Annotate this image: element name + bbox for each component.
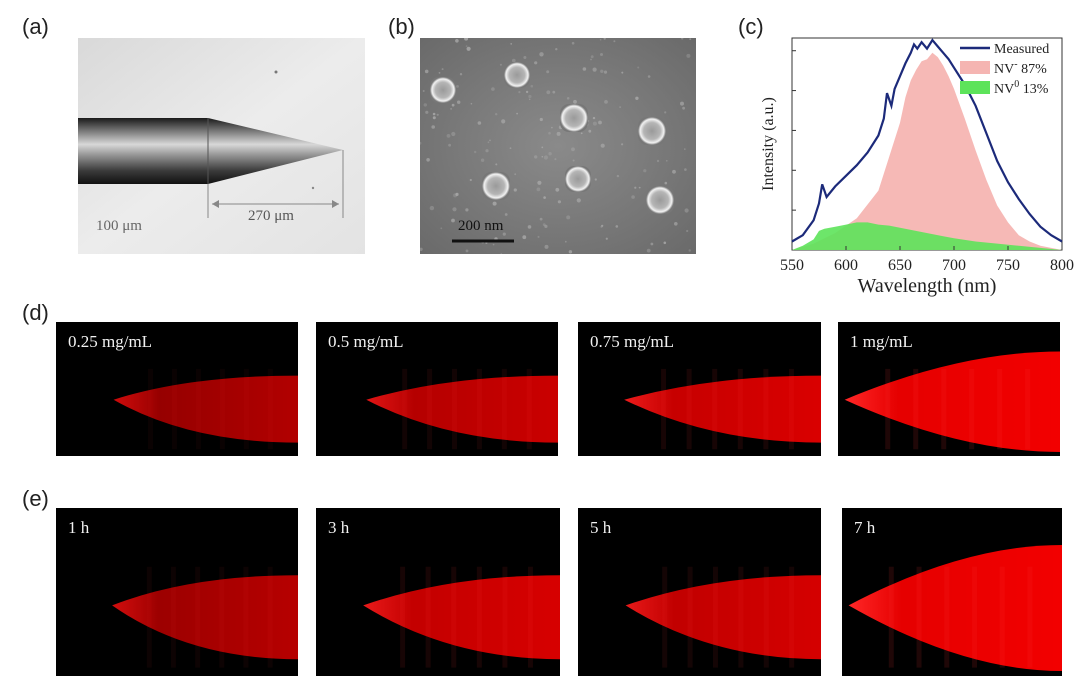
sem-image-graphic (420, 38, 696, 254)
time-cone-graphic-1 (112, 566, 298, 668)
x-tick-label: 800 (1050, 257, 1074, 274)
x-tick-label: 650 (888, 257, 912, 274)
x-tick-label: 700 (942, 257, 966, 274)
series-area-nv-minus (792, 52, 1062, 250)
legend-swatch (960, 61, 990, 74)
concentration-label-1: 0.25 mg/mL (68, 332, 153, 351)
concentration-image-3: 0.75 mg/mL (578, 322, 821, 456)
time-image-1: 1 h (56, 508, 298, 676)
concentration-cone-graphic-1 (113, 368, 298, 450)
needle-micrograph: 100 μm 270 μm (78, 38, 365, 254)
x-tick-label: 750 (996, 257, 1020, 274)
scale-label-100um: 100 μm (96, 218, 142, 234)
time-cone-graphic-2 (363, 566, 560, 668)
panel-label-b: (b) (388, 14, 415, 39)
x-tick-label: 600 (834, 257, 858, 274)
time-image-3: 5 h (578, 508, 821, 676)
concentration-label-2: 0.5 mg/mL (328, 332, 404, 351)
legend-swatch (960, 81, 990, 94)
time-label-3: 5 h (590, 518, 612, 537)
series-area-nv-zero (792, 222, 1062, 250)
y-axis-label: Intensity (a.u.) (760, 97, 777, 191)
x-axis-label: Wavelength (nm) (858, 275, 997, 297)
sem-scale-bar-label: 200 nm (458, 218, 504, 234)
needle-micrograph-graphic (78, 38, 365, 254)
time-label-4: 7 h (854, 518, 876, 537)
legend-label: NV0 13% (994, 79, 1049, 97)
spectrum-chart: 550 600 650 700 750 800 Wavelength (nm) Intensi… (750, 30, 1075, 302)
concentration-cone-graphic-2 (366, 368, 558, 450)
concentration-cone-graphic-3 (624, 368, 821, 450)
time-cone-graphic-3 (625, 566, 821, 668)
legend-label: NV- 87% (994, 59, 1047, 77)
time-cone-graphic-4 (848, 545, 1062, 671)
sem-image: 200 nm (420, 38, 696, 254)
panel-label-c: (c) (738, 14, 764, 39)
series-line-measured (791, 38, 1063, 243)
panel-label-a: (a) (22, 14, 49, 39)
concentration-image-2: 0.5 mg/mL (316, 322, 558, 456)
legend-label: Measured (994, 42, 1049, 57)
concentration-image-1: 0.25 mg/mL (56, 322, 298, 456)
concentration-label-4: 1 mg/mL (850, 332, 913, 351)
time-image-4: 7 h (842, 508, 1062, 676)
time-label-2: 3 h (328, 518, 350, 537)
panel-label-d: (d) (22, 300, 49, 325)
x-tick-label: 550 (780, 257, 804, 274)
time-image-2: 3 h (316, 508, 560, 676)
panel-label-e: (e) (22, 486, 49, 511)
concentration-label-3: 0.75 mg/mL (590, 332, 675, 351)
time-label-1: 1 h (68, 518, 90, 537)
concentration-image-4: 1 mg/mL (838, 322, 1060, 456)
spectrum-chart-svg: 550 600 650 700 750 800 Wavelength (nm) Intensi… (760, 37, 1074, 297)
scale-label-270um: 270 μm (248, 208, 294, 224)
concentration-cone-graphic-4 (844, 351, 1060, 452)
